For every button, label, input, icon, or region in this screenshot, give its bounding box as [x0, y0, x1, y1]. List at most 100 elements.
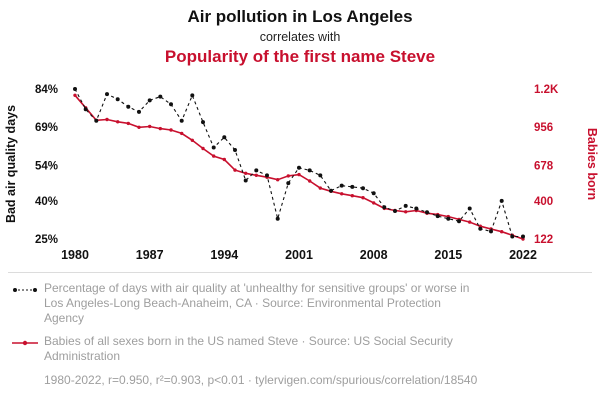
black-series-point — [457, 219, 461, 224]
black-series-point — [446, 216, 451, 221]
black-series-point — [403, 203, 408, 208]
x-axis-tick-label: 1980 — [61, 248, 89, 262]
right-axis-tick-label: 122 — [534, 234, 553, 246]
black-series-point — [499, 198, 504, 203]
black-series-point — [201, 120, 205, 125]
red-series-point — [222, 157, 226, 162]
red-series-point — [500, 230, 504, 234]
black-series-point — [275, 216, 280, 221]
black-series-point — [307, 168, 312, 173]
x-axis-tick-label: 2008 — [360, 248, 388, 262]
left-axis-tick-label: 69% — [35, 122, 58, 134]
black-series-point — [169, 102, 173, 107]
red-series-point — [126, 121, 130, 126]
red-series-point — [73, 93, 77, 97]
red-series-point — [116, 120, 120, 124]
red-series-point — [148, 124, 152, 129]
black-series-point — [265, 173, 269, 178]
footer-stats: 1980-2022, r=0.950, r²=0.903, p<0.01 · t… — [44, 372, 478, 387]
divider — [8, 272, 592, 273]
red-series-point — [404, 210, 408, 214]
black-series-point — [521, 234, 525, 239]
red-series-point — [201, 146, 205, 151]
legend-series2-text: Babies of all sexes born in the US named… — [44, 334, 453, 364]
red-series-point — [318, 186, 322, 190]
black-series-point — [126, 104, 131, 109]
red-series-point — [350, 194, 354, 198]
black-series-point — [489, 229, 493, 234]
black-series-line — [74, 88, 523, 238]
page-title: Air pollution in Los Angeles — [187, 7, 413, 26]
black-series-point — [105, 92, 109, 97]
right-axis-tick-label: 678 — [534, 160, 554, 172]
black-series-point — [382, 205, 387, 210]
chart-svg: 84% 1.2K 69% 956 54% 678 40% 400 25% 122 1980 1987 1… — [4, 84, 599, 262]
right-axis-tick-label: 400 — [534, 196, 553, 208]
black-series-point — [179, 118, 184, 123]
black-series-point — [73, 87, 77, 91]
left-axis-tick-label: 84% — [35, 84, 58, 96]
red-series-point — [105, 117, 109, 122]
black-series-point — [467, 206, 472, 211]
black-series-point — [233, 148, 237, 152]
correlates-with-label: correlates with — [259, 30, 341, 44]
left-axis-title: Bad air quality days — [4, 105, 18, 223]
left-axis-tick-label: 40% — [35, 196, 58, 208]
red-series-point — [468, 220, 472, 224]
x-axis-tick-label: 2015 — [434, 248, 462, 262]
red-series-point — [169, 128, 173, 132]
red-series-point — [297, 172, 301, 177]
black-series-point — [147, 98, 152, 103]
left-axis-tick-label: 54% — [35, 160, 58, 172]
x-axis-tick-label: 2001 — [285, 248, 313, 262]
black-series-point — [158, 94, 163, 99]
red-series-point — [254, 173, 258, 177]
red-series-point — [372, 201, 376, 205]
red-series-point — [286, 174, 290, 178]
legend-item-steve: Babies of all sexes born in the US named… — [12, 334, 588, 364]
black-series-point — [371, 191, 376, 196]
right-axis-tick-label: 956 — [534, 122, 553, 134]
black-series-point — [243, 178, 248, 183]
black-series-point — [83, 107, 88, 112]
black-series-point — [190, 93, 195, 98]
red-line-series-marker-icon — [12, 341, 38, 346]
right-axis-tick-label: 1.2K — [534, 84, 559, 96]
left-axis-tick-label: 25% — [35, 234, 58, 246]
black-series-point — [286, 181, 291, 186]
black-series-point — [478, 226, 483, 231]
legend-series1-text: Percentage of days with air quality at '… — [44, 281, 470, 326]
black-series-point — [329, 188, 333, 193]
black-series-point — [435, 214, 440, 219]
black-series-point — [510, 234, 515, 239]
black-series-point — [393, 209, 397, 213]
black-series-point — [414, 206, 419, 211]
black-series-point — [339, 183, 344, 188]
x-axis-tick-label: 1987 — [136, 248, 164, 262]
legend-item-air-quality: Percentage of days with air quality at '… — [12, 281, 588, 326]
black-series-point — [318, 173, 323, 178]
x-axis-tick-label: 2022 — [509, 248, 537, 262]
secondary-title: Popularity of the first name Steve — [164, 47, 436, 66]
red-series-point — [180, 131, 184, 136]
red-series-point — [244, 171, 248, 175]
red-series-point — [190, 138, 194, 142]
x-axis-tick-label: 1994 — [210, 248, 238, 262]
red-series-point — [212, 154, 216, 158]
black-series-point — [425, 210, 429, 215]
black-series-point — [297, 165, 301, 170]
black-series-point — [137, 109, 141, 114]
black-series-point — [94, 118, 99, 123]
red-series-point — [308, 179, 312, 183]
red-series-point — [276, 178, 280, 182]
red-series-point — [361, 196, 365, 200]
black-dashed-series-marker-icon — [13, 288, 37, 292]
red-series-point — [158, 126, 162, 131]
red-series-point — [137, 125, 141, 129]
black-series-point — [211, 145, 216, 150]
black-series-point — [350, 184, 355, 189]
black-series-point — [361, 186, 365, 191]
black-series-point — [222, 135, 227, 140]
legend: Percentage of days with air quality at '… — [0, 273, 600, 388]
